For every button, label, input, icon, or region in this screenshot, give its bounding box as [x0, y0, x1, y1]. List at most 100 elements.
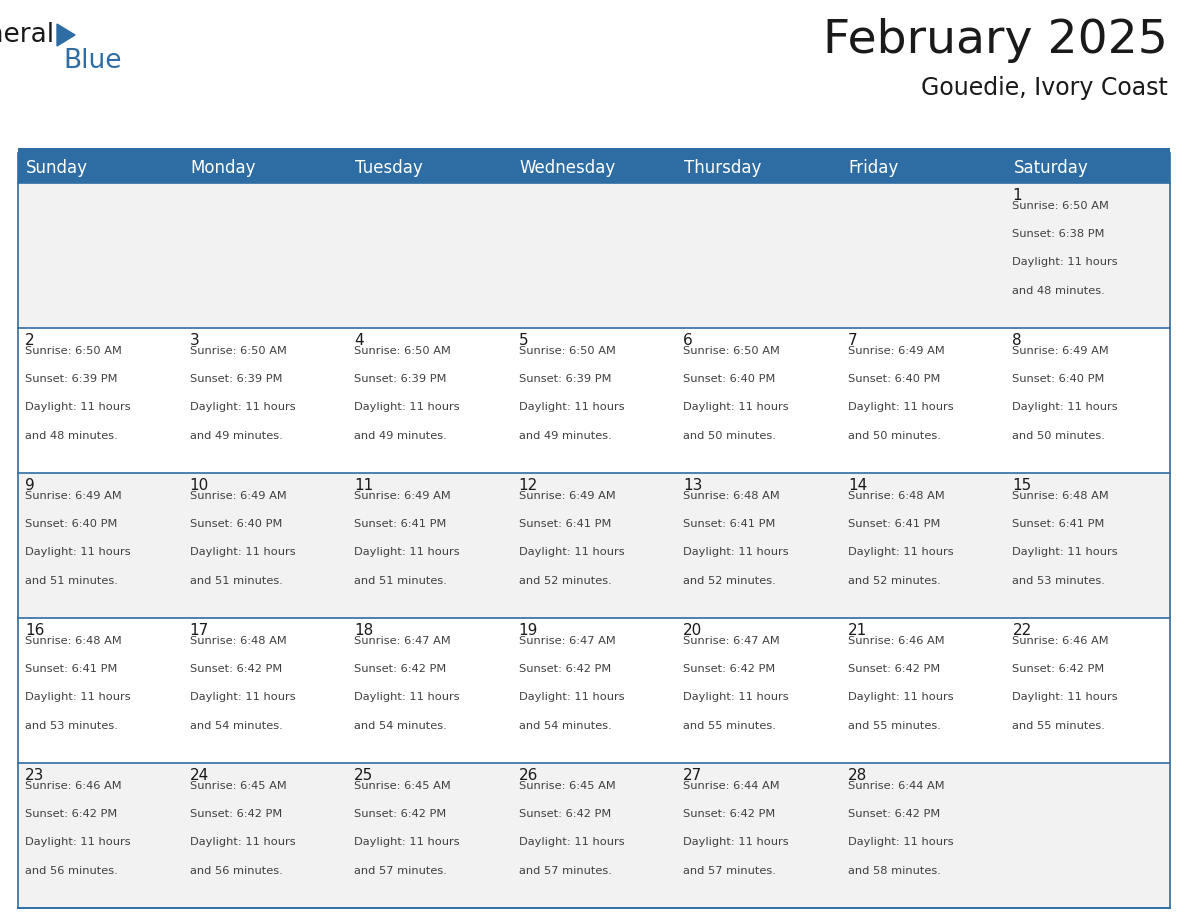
Text: General: General — [0, 22, 55, 48]
Text: Sunrise: 6:50 AM: Sunrise: 6:50 AM — [683, 346, 781, 356]
Text: Sunset: 6:41 PM: Sunset: 6:41 PM — [354, 520, 447, 529]
Text: and 52 minutes.: and 52 minutes. — [683, 576, 776, 586]
Text: 5: 5 — [519, 333, 529, 348]
Text: and 54 minutes.: and 54 minutes. — [190, 721, 283, 731]
Text: Daylight: 11 hours: Daylight: 11 hours — [519, 547, 625, 557]
Text: 21: 21 — [848, 623, 867, 638]
Text: Sunrise: 6:44 AM: Sunrise: 6:44 AM — [683, 781, 779, 791]
Text: and 51 minutes.: and 51 minutes. — [354, 576, 447, 586]
Text: Sunrise: 6:48 AM: Sunrise: 6:48 AM — [25, 636, 121, 646]
Text: Daylight: 11 hours: Daylight: 11 hours — [25, 837, 131, 847]
Text: Daylight: 11 hours: Daylight: 11 hours — [354, 402, 460, 412]
Text: Daylight: 11 hours: Daylight: 11 hours — [848, 692, 954, 702]
Text: Daylight: 11 hours: Daylight: 11 hours — [1012, 692, 1118, 702]
Bar — [183, 618, 347, 763]
Bar — [512, 473, 676, 618]
Text: 18: 18 — [354, 623, 373, 638]
Text: Sunrise: 6:49 AM: Sunrise: 6:49 AM — [848, 346, 944, 356]
Text: 2: 2 — [25, 333, 34, 348]
Text: and 51 minutes.: and 51 minutes. — [25, 576, 118, 586]
Bar — [1005, 153, 1170, 183]
Text: Daylight: 11 hours: Daylight: 11 hours — [683, 547, 789, 557]
Bar — [183, 183, 347, 328]
Text: Sunset: 6:42 PM: Sunset: 6:42 PM — [354, 810, 447, 819]
Bar — [841, 328, 1005, 473]
Bar — [183, 473, 347, 618]
Text: Sunrise: 6:45 AM: Sunrise: 6:45 AM — [354, 781, 451, 791]
Text: Sunrise: 6:48 AM: Sunrise: 6:48 AM — [848, 491, 944, 501]
Text: 8: 8 — [1012, 333, 1022, 348]
Text: and 52 minutes.: and 52 minutes. — [519, 576, 612, 586]
Bar — [676, 763, 841, 908]
Text: 20: 20 — [683, 623, 702, 638]
Polygon shape — [57, 24, 75, 46]
Text: Gouedie, Ivory Coast: Gouedie, Ivory Coast — [921, 76, 1168, 100]
Text: 12: 12 — [519, 478, 538, 493]
Text: Sunrise: 6:49 AM: Sunrise: 6:49 AM — [190, 491, 286, 501]
Text: Sunrise: 6:46 AM: Sunrise: 6:46 AM — [25, 781, 121, 791]
Text: and 53 minutes.: and 53 minutes. — [25, 721, 118, 731]
Text: Daylight: 11 hours: Daylight: 11 hours — [519, 837, 625, 847]
Text: Blue: Blue — [63, 48, 121, 74]
Text: Daylight: 11 hours: Daylight: 11 hours — [519, 692, 625, 702]
Text: Sunset: 6:42 PM: Sunset: 6:42 PM — [848, 810, 940, 819]
Text: and 55 minutes.: and 55 minutes. — [1012, 721, 1105, 731]
Text: Sunset: 6:40 PM: Sunset: 6:40 PM — [25, 520, 118, 529]
Bar — [18, 763, 183, 908]
Bar — [18, 473, 183, 618]
Bar — [841, 473, 1005, 618]
Text: Daylight: 11 hours: Daylight: 11 hours — [354, 692, 460, 702]
Bar — [347, 763, 512, 908]
Text: Sunset: 6:42 PM: Sunset: 6:42 PM — [519, 665, 611, 674]
Bar — [1005, 618, 1170, 763]
Text: Sunrise: 6:48 AM: Sunrise: 6:48 AM — [1012, 491, 1110, 501]
Text: Monday: Monday — [190, 159, 257, 177]
Text: Daylight: 11 hours: Daylight: 11 hours — [683, 692, 789, 702]
Bar — [1005, 328, 1170, 473]
Text: Daylight: 11 hours: Daylight: 11 hours — [25, 402, 131, 412]
Bar — [676, 328, 841, 473]
Text: 25: 25 — [354, 768, 373, 783]
Text: Daylight: 11 hours: Daylight: 11 hours — [1012, 547, 1118, 557]
Bar — [676, 473, 841, 618]
Text: Sunset: 6:40 PM: Sunset: 6:40 PM — [848, 375, 940, 385]
Text: Sunrise: 6:47 AM: Sunrise: 6:47 AM — [519, 636, 615, 646]
Text: Daylight: 11 hours: Daylight: 11 hours — [683, 402, 789, 412]
Text: Sunrise: 6:46 AM: Sunrise: 6:46 AM — [1012, 636, 1110, 646]
Bar — [512, 183, 676, 328]
Text: Sunrise: 6:50 AM: Sunrise: 6:50 AM — [354, 346, 451, 356]
Bar — [347, 473, 512, 618]
Text: and 57 minutes.: and 57 minutes. — [519, 866, 612, 876]
Text: Sunrise: 6:50 AM: Sunrise: 6:50 AM — [25, 346, 122, 356]
Bar — [347, 328, 512, 473]
Text: Daylight: 11 hours: Daylight: 11 hours — [848, 402, 954, 412]
Text: 6: 6 — [683, 333, 693, 348]
Text: and 57 minutes.: and 57 minutes. — [683, 866, 776, 876]
Text: February 2025: February 2025 — [823, 18, 1168, 63]
Text: Thursday: Thursday — [684, 159, 762, 177]
Text: and 58 minutes.: and 58 minutes. — [848, 866, 941, 876]
Text: 22: 22 — [1012, 623, 1031, 638]
Text: Sunset: 6:41 PM: Sunset: 6:41 PM — [25, 665, 118, 674]
Bar — [18, 328, 183, 473]
Bar — [841, 618, 1005, 763]
Text: and 55 minutes.: and 55 minutes. — [683, 721, 776, 731]
Text: Daylight: 11 hours: Daylight: 11 hours — [1012, 257, 1118, 267]
Bar — [18, 183, 183, 328]
Text: Sunset: 6:41 PM: Sunset: 6:41 PM — [1012, 520, 1105, 529]
Bar — [512, 763, 676, 908]
Text: Sunset: 6:42 PM: Sunset: 6:42 PM — [190, 810, 282, 819]
Bar — [347, 618, 512, 763]
Text: Sunrise: 6:49 AM: Sunrise: 6:49 AM — [519, 491, 615, 501]
Text: Sunday: Sunday — [26, 159, 88, 177]
Text: Sunset: 6:39 PM: Sunset: 6:39 PM — [190, 375, 282, 385]
Bar — [183, 763, 347, 908]
Bar — [18, 618, 183, 763]
Text: Daylight: 11 hours: Daylight: 11 hours — [190, 837, 295, 847]
Text: 1: 1 — [1012, 188, 1022, 203]
Text: Daylight: 11 hours: Daylight: 11 hours — [848, 837, 954, 847]
Text: and 50 minutes.: and 50 minutes. — [683, 431, 776, 441]
Text: and 56 minutes.: and 56 minutes. — [190, 866, 283, 876]
Text: and 52 minutes.: and 52 minutes. — [848, 576, 941, 586]
Text: Sunrise: 6:50 AM: Sunrise: 6:50 AM — [519, 346, 615, 356]
